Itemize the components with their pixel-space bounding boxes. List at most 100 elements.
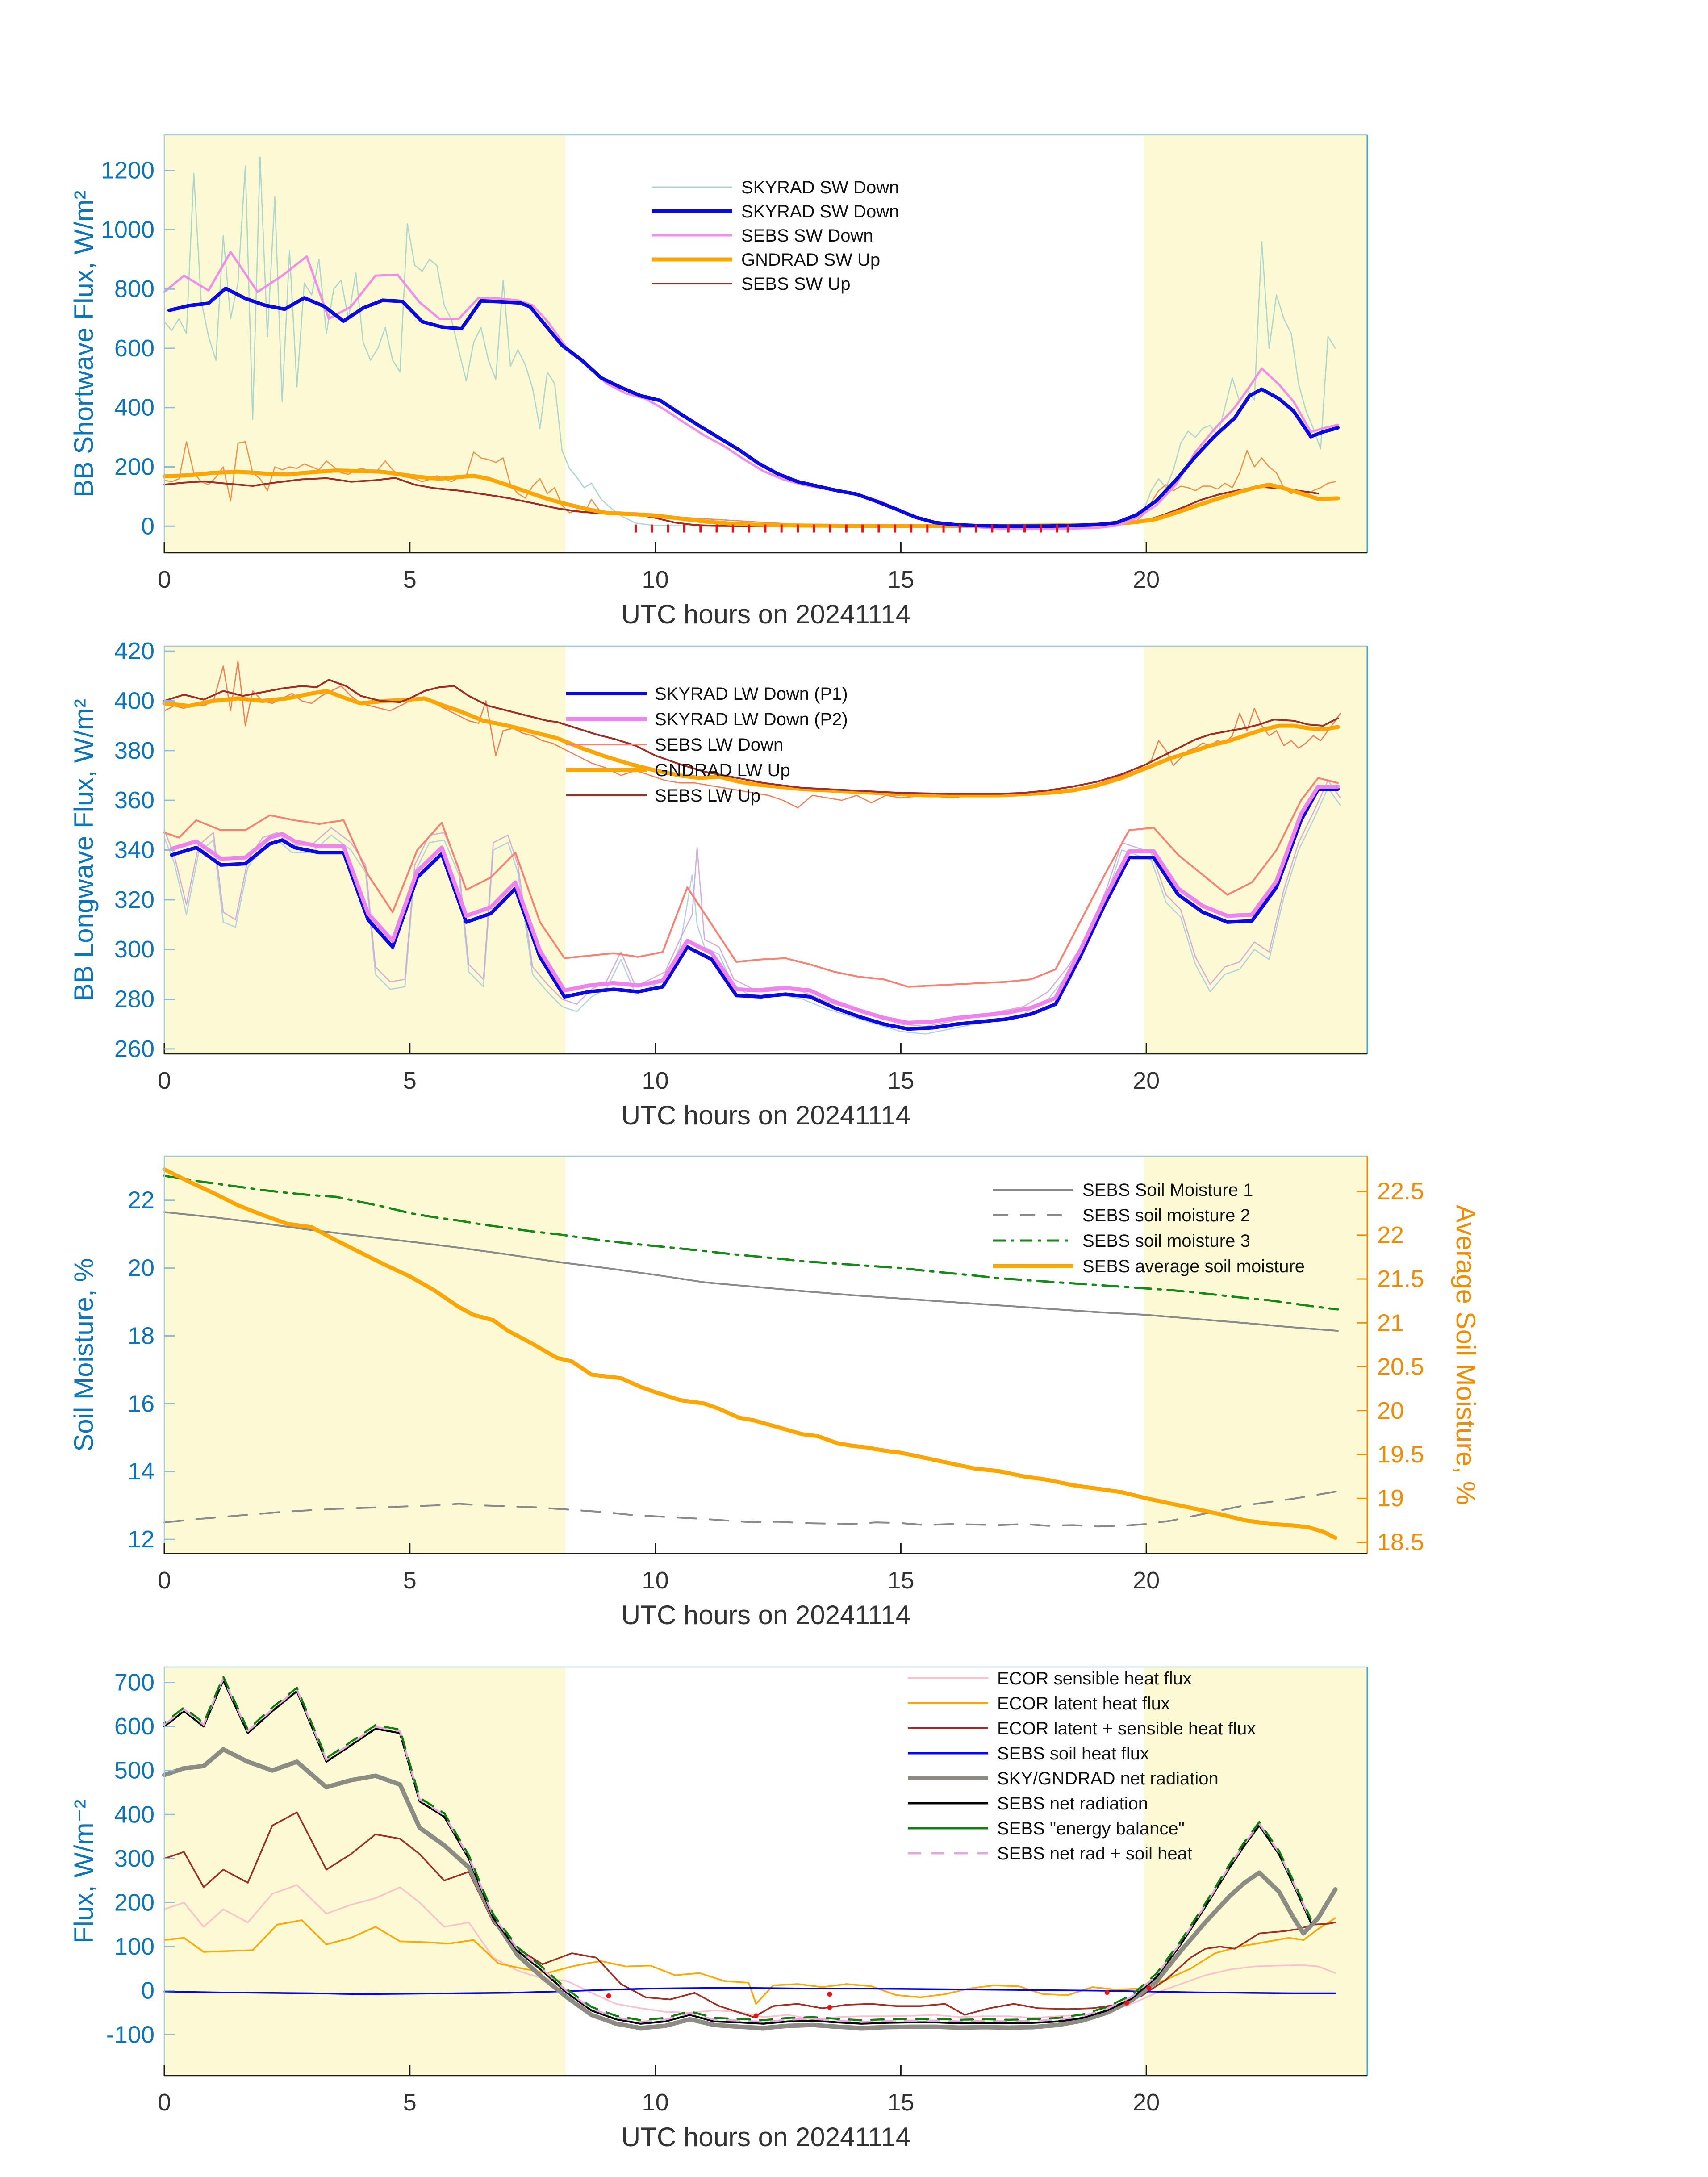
night-shading-region bbox=[164, 1667, 566, 2076]
night-shading-region bbox=[164, 646, 566, 1054]
qc-flag-marker bbox=[635, 524, 637, 533]
x-tick-label: 0 bbox=[158, 566, 171, 593]
legend: SKYRAD LW Down (P1) SKYRAD LW Down (P2) SE… bbox=[566, 684, 848, 806]
y-right-tick-label: 20 bbox=[1377, 1397, 1404, 1424]
y-tick-label: 280 bbox=[114, 986, 155, 1013]
night-shading-region bbox=[1144, 1156, 1367, 1554]
x-tick-label: 20 bbox=[1133, 566, 1160, 593]
qc-flag-marker bbox=[813, 524, 815, 533]
y-right-tick-label: 20.5 bbox=[1377, 1354, 1424, 1380]
series-gndrad-lw-up-avg bbox=[162, 689, 1340, 798]
qc-flag-marker bbox=[1066, 524, 1069, 533]
y-tick-label: 300 bbox=[114, 936, 155, 963]
panel-3: 0 5 10 15 20 12 14 16 18 20 22 18.5 19 19.5 20 20.5 21 21… bbox=[69, 1155, 1481, 1630]
legend-label: SKYRAD SW Down bbox=[741, 202, 899, 221]
legend-label: SEBS average soil moisture bbox=[1082, 1257, 1305, 1276]
series-sebs-average-soil-moisture bbox=[162, 1167, 1337, 1540]
y-tick-label: 600 bbox=[114, 335, 155, 362]
night-shading-region bbox=[1144, 135, 1367, 553]
y-tick-label: 14 bbox=[128, 1458, 155, 1485]
night-shading-region bbox=[164, 1156, 566, 1554]
y-tick-label: 400 bbox=[114, 1801, 155, 1828]
series-sebs-sw-up bbox=[163, 477, 1319, 527]
y-tick-label: 200 bbox=[114, 453, 155, 480]
qc-flag-marker bbox=[748, 524, 751, 533]
legend-label: SEBS SW Up bbox=[741, 274, 851, 294]
y-tick-label: 1200 bbox=[101, 157, 155, 184]
qc-flag-marker bbox=[1007, 524, 1010, 533]
legend-label: SEBS SW Down bbox=[741, 226, 873, 246]
x-tick-label: 10 bbox=[642, 2089, 669, 2116]
y-axis-label: Soil Moisture, % bbox=[69, 1258, 99, 1451]
qc-flag-marker bbox=[926, 524, 929, 533]
y-tick-label: 100 bbox=[114, 1933, 155, 1960]
qc-flag-marker bbox=[827, 1992, 832, 1997]
qc-flag-marker bbox=[1040, 524, 1042, 533]
qc-flag-marker bbox=[1124, 2000, 1129, 2006]
qc-flag-marker bbox=[667, 524, 669, 533]
y-tick-label: 340 bbox=[114, 837, 155, 864]
night-shading-region bbox=[1144, 1667, 1367, 2076]
x-tick-label: 15 bbox=[887, 1567, 914, 1594]
series-gndrad-lw-up-hires bbox=[163, 660, 1341, 809]
series-sebs-net-rad-plus-soil-heat bbox=[163, 1677, 1312, 2023]
x-tick-label: 0 bbox=[158, 1067, 171, 1094]
series-sebs-sw-down bbox=[163, 251, 1339, 530]
y-tick-label: 800 bbox=[114, 276, 155, 302]
x-tick-label: 20 bbox=[1133, 2089, 1160, 2116]
series-skyrad-sw-down-avg bbox=[167, 286, 1340, 528]
night-shading-region bbox=[1144, 646, 1367, 1054]
series-ecor-sensible-heat-flux bbox=[163, 1884, 1336, 2020]
y-tick-label: 20 bbox=[128, 1255, 155, 1282]
y-tick-label: 1000 bbox=[101, 216, 155, 243]
x-axis-label: UTC hours on 20241114 bbox=[621, 599, 910, 629]
qc-flag-marker bbox=[894, 524, 896, 533]
series-gndrad-sw-up-hires bbox=[163, 441, 1336, 526]
y-right-tick-label: 19 bbox=[1377, 1485, 1404, 1512]
qc-flag-marker bbox=[829, 524, 831, 533]
qc-flag-marker bbox=[991, 524, 994, 533]
x-tick-label: 15 bbox=[887, 1067, 914, 1094]
y-tick-label: 0 bbox=[141, 513, 155, 539]
qc-flag-marker bbox=[827, 2005, 832, 2010]
x-tick-label: 20 bbox=[1133, 1067, 1160, 1094]
x-axis-label: UTC hours on 20241114 bbox=[621, 1100, 910, 1130]
legend-label: SEBS net rad + soil heat bbox=[997, 1844, 1192, 1864]
x-tick-label: 5 bbox=[403, 2089, 417, 2116]
legend-label: SEBS "energy balance" bbox=[997, 1819, 1185, 1839]
y-axis-label: BB Longwave Flux, W/m² bbox=[69, 699, 99, 1001]
series-skyrad-sw-down-hires bbox=[163, 156, 1336, 527]
x-axis-label: UTC hours on 20241114 bbox=[621, 2122, 910, 2152]
legend-label: SEBS soil heat flux bbox=[997, 1744, 1149, 1763]
qc-flag-marker bbox=[942, 524, 945, 533]
x-tick-label: 20 bbox=[1133, 1567, 1160, 1594]
panel-4: 0 5 10 15 20 -100 0 100 200 300 400 500 600 700 UTC ho… bbox=[69, 1666, 1368, 2152]
series-gndrad-sw-up-avg bbox=[162, 468, 1340, 528]
series-sebs-soil-moisture-2 bbox=[163, 1490, 1339, 1528]
y-tick-label: 360 bbox=[114, 787, 155, 814]
qc-flag-marker bbox=[753, 2013, 759, 2018]
qc-flag-marker bbox=[910, 524, 912, 533]
y-right-tick-label: 19.5 bbox=[1377, 1441, 1424, 1468]
legend-label: GNDRAD LW Up bbox=[655, 760, 790, 780]
y-tick-label: 700 bbox=[114, 1669, 155, 1696]
qc-flag-marker bbox=[1056, 524, 1058, 533]
legend: SKYRAD SW Down SKYRAD SW Down SEBS SW Down… bbox=[652, 178, 899, 294]
x-tick-label: 5 bbox=[403, 566, 417, 593]
y-tick-label: 300 bbox=[114, 1845, 155, 1872]
qc-flag-marker bbox=[780, 524, 783, 533]
series-skyrad-lw-p2-hires bbox=[163, 780, 1341, 1028]
legend-label: SEBS LW Down bbox=[655, 735, 783, 755]
y-right-tick-label: 21.5 bbox=[1377, 1266, 1424, 1292]
x-tick-label: 15 bbox=[887, 566, 914, 593]
x-tick-label: 10 bbox=[642, 1567, 669, 1594]
legend: ECOR sensible heat flux ECOR latent heat … bbox=[908, 1669, 1256, 1864]
y-tick-label: 12 bbox=[128, 1526, 155, 1553]
qc-flag-marker bbox=[845, 524, 848, 533]
legend-label: ECOR latent + sensible heat flux bbox=[997, 1719, 1256, 1738]
qc-flag-marker bbox=[1146, 1985, 1152, 1991]
series-skyrad-lw-down-p1 bbox=[170, 787, 1340, 1031]
y-tick-label: 600 bbox=[114, 1713, 155, 1740]
series-sebs-soil-moisture-3 bbox=[163, 1174, 1339, 1311]
y-tick-label: 320 bbox=[114, 886, 155, 913]
